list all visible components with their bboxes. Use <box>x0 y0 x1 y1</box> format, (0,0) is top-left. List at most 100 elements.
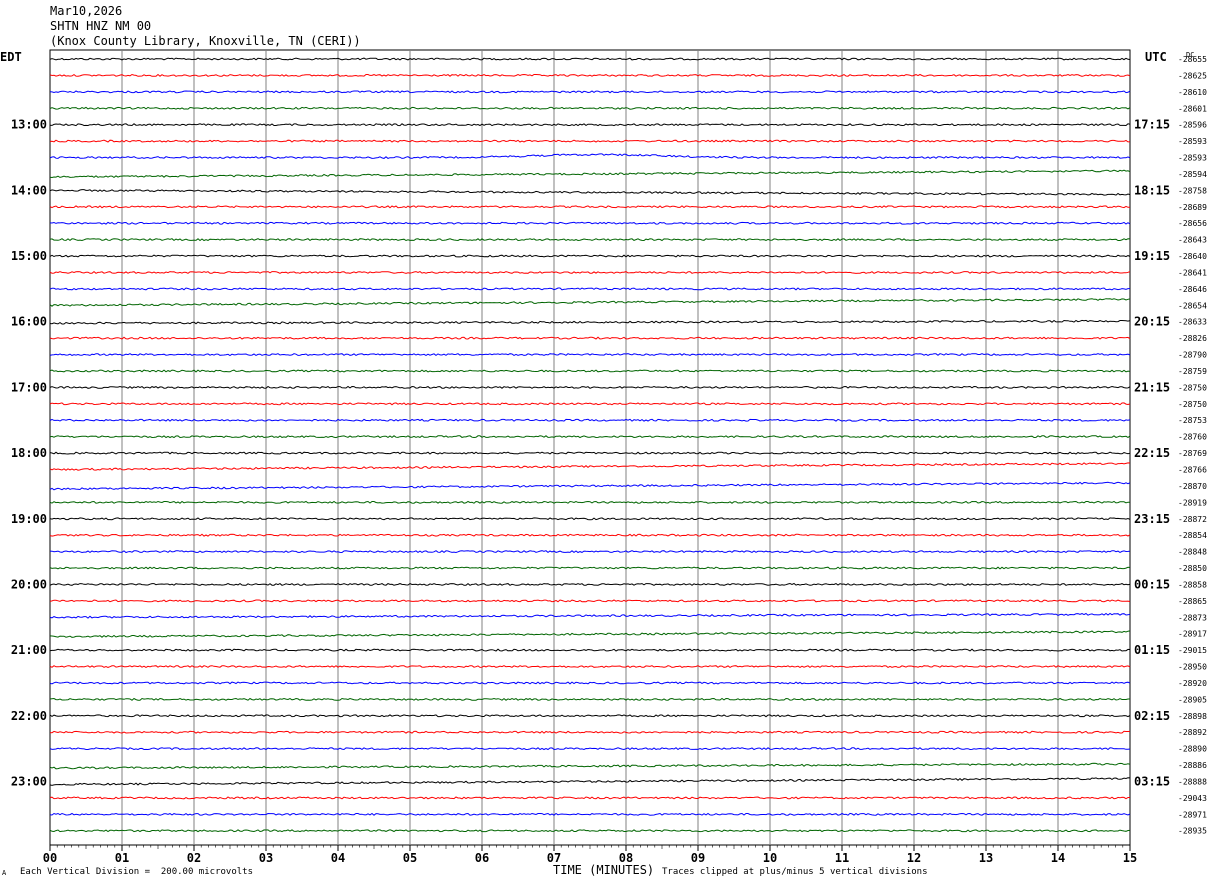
dc-offset-label: -28641 <box>1178 268 1207 277</box>
left-hour-label: 22:00 <box>11 709 47 723</box>
dc-offset-label: -28873 <box>1178 613 1207 622</box>
right-timezone-label: UTC <box>1145 50 1167 64</box>
corner-mark: A <box>2 869 7 877</box>
dc-offset-label: -28656 <box>1178 219 1207 228</box>
left-hour-label: 21:00 <box>11 643 47 657</box>
trace-line <box>49 665 1131 669</box>
trace-line <box>49 254 1131 258</box>
trace-line <box>49 123 1131 127</box>
dc-offset-label: -28760 <box>1178 433 1207 442</box>
dc-offset-label: -28601 <box>1178 104 1207 113</box>
trace-line <box>49 481 1131 491</box>
trace-line <box>49 566 1131 570</box>
x-tick-label: 04 <box>331 851 345 865</box>
trace-line <box>49 57 1131 61</box>
right-hour-label: 21:15 <box>1134 380 1170 394</box>
dc-offset-label: -28596 <box>1178 121 1207 130</box>
left-hour-label: 23:00 <box>11 774 47 788</box>
dc-offset-label: -28826 <box>1178 334 1207 343</box>
trace-line <box>49 153 1131 160</box>
dc-offset-label: -28766 <box>1178 466 1207 475</box>
trace-line <box>49 630 1131 638</box>
dc-offset-label: -28750 <box>1178 400 1207 409</box>
trace-line <box>49 139 1131 143</box>
left-hour-label: 20:00 <box>11 577 47 591</box>
right-hour-label: 17:15 <box>1134 118 1170 132</box>
right-hour-label: 03:15 <box>1134 774 1170 788</box>
trace-line <box>49 681 1131 685</box>
dc-offset-label: -28593 <box>1178 137 1207 146</box>
clip-note: Traces clipped at plus/minus 5 vertical … <box>662 867 928 877</box>
scale-note: Each Vertical Division = 200.00 microvol… <box>20 867 253 877</box>
trace-line <box>49 451 1131 455</box>
dc-offset-label: -28633 <box>1178 318 1207 327</box>
dc-offset-label: -28759 <box>1178 367 1207 376</box>
right-hour-label: 19:15 <box>1134 249 1170 263</box>
dc-offset-label: -28593 <box>1178 154 1207 163</box>
dc-offset-label: -28858 <box>1178 580 1207 589</box>
trace-line <box>49 90 1131 94</box>
trace-line <box>49 599 1131 603</box>
trace-line <box>49 730 1131 734</box>
dc-offset-label: -28872 <box>1178 515 1207 524</box>
trace-line <box>49 238 1131 242</box>
trace-line <box>49 189 1131 196</box>
x-tick-label: 03 <box>259 851 273 865</box>
dc-offset-label: -29043 <box>1178 794 1207 803</box>
dc-offset-label: -28640 <box>1178 252 1207 261</box>
right-hour-label: 18:15 <box>1134 183 1170 197</box>
dc-offset-label: -28888 <box>1178 777 1207 786</box>
x-tick-label: 12 <box>907 851 921 865</box>
left-hour-label: 16:00 <box>11 315 47 329</box>
dc-offset-label: -28750 <box>1178 383 1207 392</box>
trace-line <box>49 812 1131 816</box>
trace-line <box>49 319 1131 325</box>
dc-offset-label: -28646 <box>1178 285 1207 294</box>
dc-offset-label: -28654 <box>1178 301 1207 310</box>
dc-offset-label: -28854 <box>1178 531 1207 540</box>
dc-offset-label: -28758 <box>1178 186 1207 195</box>
x-tick-label: 13 <box>979 851 993 865</box>
dc-offset-label: -28870 <box>1178 482 1207 491</box>
header-date: Mar10,2026 <box>50 4 123 18</box>
left-hour-label: 18:00 <box>11 446 47 460</box>
left-hour-label: 15:00 <box>11 249 47 263</box>
trace-line <box>49 73 1131 77</box>
trace-line <box>49 747 1131 751</box>
dc-offset-label: -28753 <box>1178 416 1207 425</box>
trace-line <box>49 500 1131 504</box>
right-hour-label: 01:15 <box>1134 643 1170 657</box>
dc-offset-label: -28625 <box>1178 71 1207 80</box>
dc-offset-label: -28892 <box>1178 728 1207 737</box>
dc-offset-label: -28919 <box>1178 498 1207 507</box>
dc-column-label: DC <box>1186 51 1194 59</box>
x-axis-title: TIME (MINUTES) <box>553 863 655 877</box>
dc-offset-label: -28886 <box>1178 761 1207 770</box>
dc-offset-label: -28917 <box>1178 630 1207 639</box>
dc-offset-label: -28689 <box>1178 203 1207 212</box>
dc-offset-label: -28905 <box>1178 695 1207 704</box>
x-tick-label: 02 <box>187 851 201 865</box>
right-hour-label: 02:15 <box>1134 709 1170 723</box>
trace-line <box>49 517 1131 521</box>
left-timezone-label: EDT <box>0 50 22 64</box>
left-hour-label: 14:00 <box>11 183 47 197</box>
trace-line <box>49 270 1131 274</box>
trace-line <box>49 796 1130 800</box>
trace-line <box>49 550 1131 554</box>
dc-offset-label: -28848 <box>1178 548 1207 557</box>
header-station: SHTN HNZ NM 00 <box>50 19 152 33</box>
dc-offset-label: -28865 <box>1178 597 1207 606</box>
dc-offset-label: -28643 <box>1178 236 1207 245</box>
x-tick-label: 09 <box>691 851 705 865</box>
trace-line <box>49 205 1131 209</box>
trace-line <box>49 697 1130 701</box>
trace-line <box>49 762 1131 770</box>
trace-line <box>49 533 1131 537</box>
x-tick-label: 10 <box>763 851 777 865</box>
dc-offset-label: -28920 <box>1178 679 1207 688</box>
dc-offset-label: -28898 <box>1178 712 1207 721</box>
x-tick-label: 00 <box>43 851 57 865</box>
plot-frame <box>49 49 1131 846</box>
